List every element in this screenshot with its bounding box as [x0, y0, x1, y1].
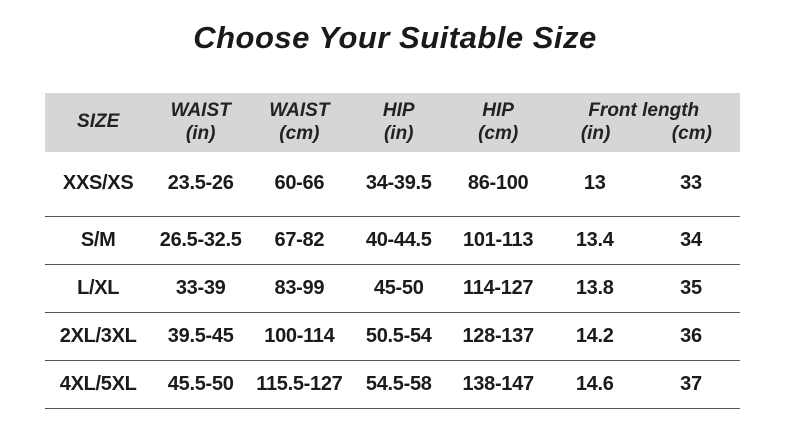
cell-hip-cm: 86-100: [448, 152, 548, 217]
table-row: XXS/XS 23.5-26 60-66 34-39.5 86-100 13 3…: [45, 152, 740, 217]
cell-front-cm: 33: [641, 152, 740, 217]
header-waist-cm: WAIST (cm): [250, 93, 349, 152]
cell-hip-in: 34-39.5: [348, 152, 449, 217]
header-front-units: (in) (cm): [547, 123, 740, 145]
cell-waist-cm: 83-99: [250, 264, 349, 313]
table-row: 4XL/5XL 45.5-50 115.5-127 54.5-58 138-14…: [45, 360, 740, 409]
header-label: HIP: [482, 100, 514, 122]
header-unit: (in): [383, 122, 414, 144]
cell-waist-in: 26.5-32.5: [151, 216, 251, 265]
cell-waist-cm: 100-114: [250, 312, 349, 361]
cell-hip-cm: 101-113: [448, 216, 548, 265]
cell-front-in: 14.6: [547, 360, 642, 409]
cell-hip-in: 50.5-54: [348, 312, 449, 361]
cell-hip-cm: 128-137: [448, 312, 548, 361]
size-chart-page: Choose Your Suitable Size SIZE WAIST (in…: [0, 20, 790, 436]
cell-size: S/M: [45, 216, 152, 265]
cell-waist-in: 23.5-26: [151, 152, 251, 217]
header-size-label: SIZE: [77, 111, 120, 133]
cell-hip-cm: 114-127: [448, 264, 548, 313]
cell-waist-cm: 67-82: [250, 216, 349, 265]
table-header-row: SIZE WAIST (in) WAIST (cm) HIP (in) HIP …: [45, 93, 740, 152]
cell-hip-cm: 138-147: [448, 360, 548, 409]
header-unit: (cm): [671, 122, 712, 144]
table-row: S/M 26.5-32.5 67-82 40-44.5 101-113 13.4…: [45, 216, 740, 265]
header-waist-in: WAIST (in): [151, 93, 251, 152]
header-size: SIZE: [45, 93, 152, 152]
cell-waist-cm: 60-66: [250, 152, 349, 217]
cell-waist-cm: 115.5-127: [250, 360, 349, 409]
cell-front-in: 14.2: [547, 312, 642, 361]
cell-hip-in: 40-44.5: [348, 216, 449, 265]
header-front-length: Front length (in) (cm): [547, 93, 740, 152]
cell-size: XXS/XS: [45, 152, 152, 217]
header-label: WAIST: [269, 100, 330, 122]
header-label: HIP: [382, 100, 415, 122]
cell-front-in: 13.4: [547, 216, 642, 265]
header-unit: (in): [580, 122, 611, 144]
cell-size: L/XL: [45, 264, 152, 313]
cell-front-cm: 34: [641, 216, 740, 265]
cell-waist-in: 39.5-45: [151, 312, 251, 361]
header-unit: (cm): [478, 122, 519, 144]
cell-front-cm: 36: [641, 312, 740, 361]
cell-hip-in: 45-50: [348, 264, 449, 313]
cell-waist-in: 45.5-50: [151, 360, 251, 409]
cell-waist-in: 33-39: [151, 264, 251, 313]
cell-hip-in: 54.5-58: [348, 360, 449, 409]
header-label: Front length: [588, 100, 700, 122]
header-unit: (cm): [279, 122, 320, 144]
header-hip-in: HIP (in): [348, 93, 449, 152]
size-table: SIZE WAIST (in) WAIST (cm) HIP (in) HIP …: [45, 93, 740, 409]
table-row: L/XL 33-39 83-99 45-50 114-127 13.8 35: [45, 264, 740, 313]
cell-front-in: 13.8: [547, 264, 642, 313]
header-unit: (in): [185, 122, 216, 144]
cell-front-cm: 35: [641, 264, 740, 313]
cell-front-cm: 37: [641, 360, 740, 409]
table-row: 2XL/3XL 39.5-45 100-114 50.5-54 128-137 …: [45, 312, 740, 361]
cell-size: 4XL/5XL: [45, 360, 152, 409]
header-hip-cm: HIP (cm): [448, 93, 548, 152]
page-title: Choose Your Suitable Size: [193, 20, 597, 55]
header-label: WAIST: [170, 100, 231, 122]
cell-size: 2XL/3XL: [45, 312, 152, 361]
cell-front-in: 13: [547, 152, 642, 217]
